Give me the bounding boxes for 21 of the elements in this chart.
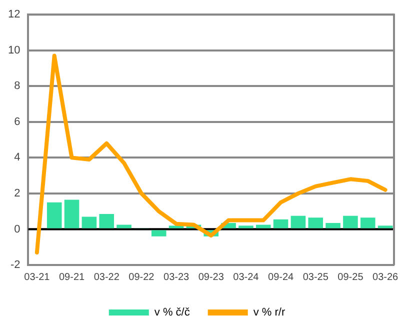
y-tick-label: 10 — [8, 44, 20, 56]
y-tick-label: 8 — [14, 80, 20, 92]
legend-label: v % r/r — [253, 306, 286, 319]
x-tick-label: 03-26 — [372, 272, 399, 283]
legend-label: v % č/č — [154, 306, 190, 319]
y-tick-label: -2 — [10, 259, 20, 272]
y-tick-label: 0 — [14, 223, 20, 236]
x-tick-label: 03-23 — [163, 272, 190, 283]
y-tick-label: 12 — [8, 8, 20, 21]
x-tick-label: 09-21 — [58, 272, 86, 283]
x-tick-label: 03-22 — [94, 272, 120, 283]
x-tick-label: 03-21 — [24, 272, 50, 283]
x-tick-label: 09-23 — [198, 272, 224, 283]
x-tick-label: 09-25 — [338, 272, 364, 283]
x-tick-label: 09-22 — [128, 272, 155, 283]
y-tick-label: 4 — [14, 152, 20, 164]
y-tick-label: 6 — [14, 116, 20, 128]
x-tick-label: 03-24 — [233, 272, 260, 283]
x-tick-label: 03-25 — [302, 272, 329, 283]
x-tick-label: 09-24 — [268, 272, 294, 283]
y-tick-label: 2 — [14, 187, 20, 200]
